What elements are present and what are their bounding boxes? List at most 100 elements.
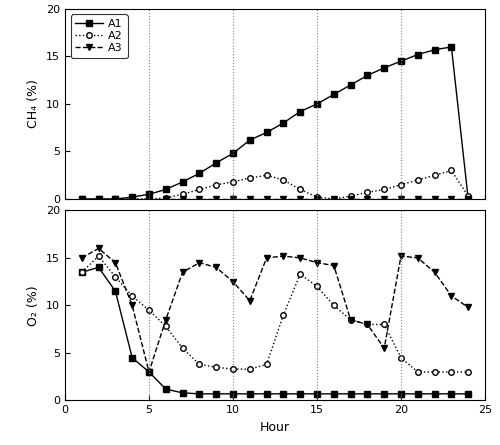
A1	[230, 391, 236, 396]
A1	[230, 151, 236, 156]
A2	[146, 307, 152, 313]
A1	[465, 196, 471, 202]
A1	[331, 391, 337, 396]
A3	[331, 196, 337, 202]
A1	[213, 160, 219, 166]
A1	[264, 130, 270, 135]
A1	[247, 138, 253, 143]
A2	[247, 367, 253, 372]
A2	[280, 177, 286, 182]
A1	[129, 194, 135, 200]
A3	[230, 196, 236, 202]
A2	[465, 369, 471, 375]
A1	[129, 355, 135, 360]
A3	[112, 260, 118, 265]
A2	[213, 364, 219, 370]
A2	[448, 369, 454, 375]
A1	[79, 270, 85, 275]
A1	[348, 82, 354, 88]
A2	[230, 179, 236, 185]
A2	[448, 168, 454, 173]
A3	[247, 298, 253, 303]
A2	[213, 182, 219, 187]
A1	[180, 179, 186, 185]
A1	[264, 391, 270, 396]
A2	[314, 284, 320, 289]
A2	[314, 194, 320, 200]
A1	[280, 120, 286, 125]
A3	[112, 196, 118, 202]
A2	[432, 369, 438, 375]
A2	[297, 271, 303, 277]
A2	[280, 312, 286, 318]
A2	[398, 355, 404, 360]
A3	[264, 255, 270, 261]
A1	[112, 196, 118, 202]
A2	[96, 253, 102, 259]
A2	[331, 196, 337, 202]
A3	[213, 265, 219, 270]
A2	[465, 194, 471, 199]
A1	[297, 109, 303, 114]
A3	[129, 196, 135, 202]
A2	[163, 195, 169, 201]
A3	[415, 255, 421, 261]
A2	[196, 362, 202, 367]
A2	[331, 303, 337, 308]
A1	[448, 44, 454, 49]
A1	[331, 92, 337, 97]
A3	[247, 196, 253, 202]
A3	[448, 196, 454, 202]
A3	[96, 196, 102, 202]
A1	[163, 187, 169, 192]
A3	[314, 260, 320, 265]
A3	[398, 253, 404, 259]
A3	[280, 196, 286, 202]
A1	[96, 265, 102, 270]
A1	[314, 391, 320, 396]
A3	[348, 317, 354, 322]
A1	[213, 391, 219, 396]
A1	[364, 391, 370, 396]
A3	[79, 255, 85, 261]
A3	[432, 270, 438, 275]
A3	[314, 196, 320, 202]
A2	[230, 367, 236, 372]
A3	[364, 322, 370, 327]
X-axis label: Hour: Hour	[260, 421, 290, 434]
A2	[348, 317, 354, 322]
A1	[280, 391, 286, 396]
A1	[415, 52, 421, 57]
A1	[448, 391, 454, 396]
A2	[196, 187, 202, 192]
A1	[247, 391, 253, 396]
A3	[297, 196, 303, 202]
A2	[297, 187, 303, 192]
Line: A2: A2	[79, 168, 471, 202]
A1	[180, 390, 186, 396]
Y-axis label: O₂ (%): O₂ (%)	[28, 285, 40, 326]
A1	[415, 391, 421, 396]
A1	[196, 171, 202, 176]
A3	[129, 303, 135, 308]
A3	[163, 317, 169, 322]
A3	[196, 196, 202, 202]
A2	[129, 293, 135, 299]
A1	[79, 196, 85, 202]
A3	[331, 263, 337, 268]
Line: A3: A3	[79, 246, 471, 375]
Line: A3: A3	[79, 196, 471, 202]
A3	[180, 270, 186, 275]
A3	[146, 196, 152, 202]
A2	[264, 362, 270, 367]
A3	[79, 196, 85, 202]
A2	[247, 175, 253, 181]
Y-axis label: CH₄ (%): CH₄ (%)	[28, 80, 40, 129]
A1	[381, 391, 387, 396]
A2	[415, 177, 421, 182]
A2	[112, 274, 118, 279]
A2	[163, 324, 169, 329]
A2	[180, 192, 186, 197]
A1	[196, 391, 202, 396]
A1	[297, 391, 303, 396]
